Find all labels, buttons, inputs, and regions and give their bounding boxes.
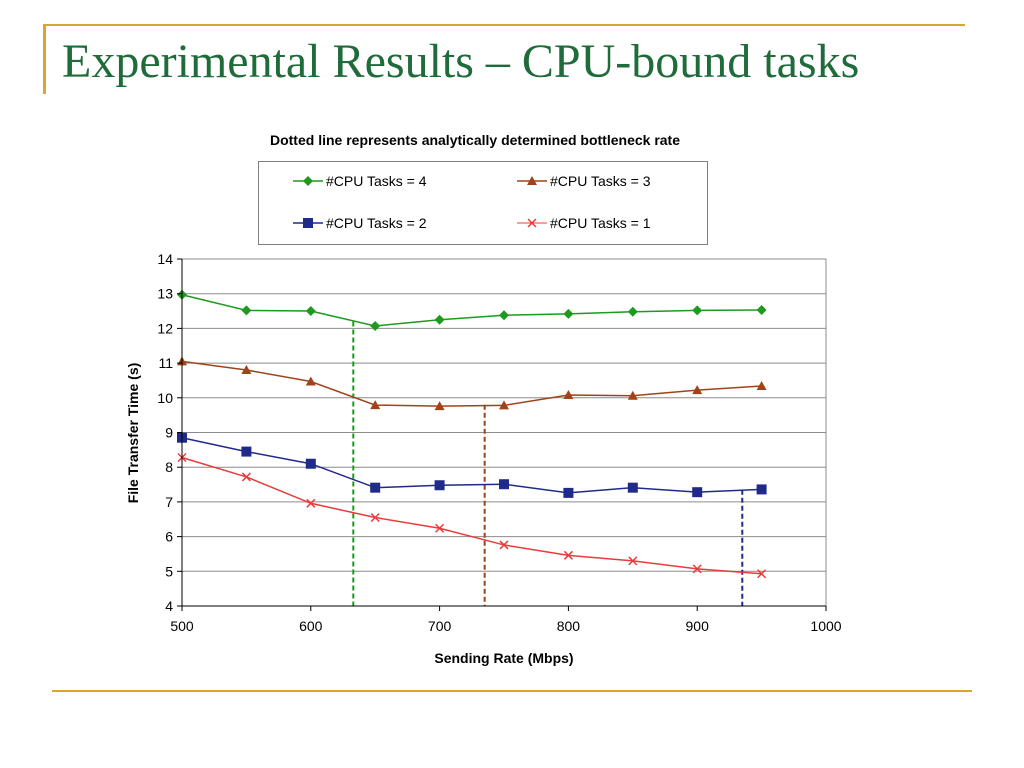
grid-lines bbox=[181, 258, 827, 607]
data-point-stroke bbox=[628, 556, 638, 566]
data-point bbox=[692, 305, 703, 316]
data-point bbox=[563, 308, 574, 319]
series-line bbox=[181, 294, 762, 327]
series-x bbox=[177, 452, 767, 579]
data-point bbox=[692, 385, 703, 395]
y-tick-label: 10 bbox=[157, 390, 173, 406]
series-diamond bbox=[177, 289, 767, 331]
y-axis-label: File Transfer Time (s) bbox=[125, 363, 141, 504]
chart-title: Dotted line represents analytically dete… bbox=[270, 132, 680, 148]
bottom-rule bbox=[52, 690, 972, 692]
data-point bbox=[370, 482, 381, 493]
data-point bbox=[756, 381, 767, 391]
legend-label: #CPU Tasks = 1 bbox=[550, 215, 651, 231]
data-point bbox=[435, 523, 445, 533]
series-triangle bbox=[177, 356, 767, 411]
legend-label: #CPU Tasks = 2 bbox=[326, 215, 427, 231]
data-point bbox=[241, 446, 252, 457]
x-tick-label: 700 bbox=[428, 618, 452, 634]
series-line bbox=[181, 360, 762, 407]
series-square bbox=[177, 432, 767, 498]
legend-marker-x-icon bbox=[517, 218, 547, 228]
data-point bbox=[627, 390, 638, 400]
legend-marker-square-icon bbox=[293, 218, 323, 228]
legend-marker-triangle-icon bbox=[517, 176, 547, 185]
x-tick-label: 1000 bbox=[810, 618, 841, 634]
axes: 4 5 6 7 8 9 10 11 12 13 14 500 600 700 800 900 1000 bbox=[157, 251, 841, 634]
data-point bbox=[499, 540, 509, 550]
data-point bbox=[499, 310, 509, 321]
y-tick-label: 12 bbox=[157, 320, 173, 336]
data-point bbox=[627, 306, 638, 317]
data-point bbox=[370, 512, 380, 523]
data-point bbox=[305, 458, 316, 469]
legend-label: #CPU Tasks = 4 bbox=[326, 173, 427, 189]
data-point bbox=[305, 376, 316, 386]
data-point-stroke bbox=[563, 550, 573, 560]
legend-item-cpu2: #CPU Tasks = 2 bbox=[293, 215, 427, 231]
data-point bbox=[370, 400, 381, 410]
data-point bbox=[370, 320, 381, 331]
series-line bbox=[181, 436, 762, 494]
y-tick-label: 9 bbox=[165, 425, 173, 441]
x-tick-label: 500 bbox=[170, 618, 194, 634]
slide-title: Experimental Results – CPU-bound tasks bbox=[62, 35, 860, 88]
y-tick-label: 6 bbox=[165, 529, 173, 545]
title-accent-bar bbox=[43, 24, 46, 94]
top-rule bbox=[43, 24, 965, 26]
data-point bbox=[757, 569, 767, 579]
x-axis-label: Sending Rate (Mbps) bbox=[434, 650, 573, 666]
y-tick-label: 13 bbox=[157, 286, 173, 302]
x-tick-label: 800 bbox=[557, 618, 581, 634]
data-point bbox=[499, 479, 509, 490]
data-point-stroke bbox=[370, 512, 380, 523]
data-point bbox=[241, 365, 252, 375]
data-point bbox=[692, 487, 703, 498]
data-point-stroke bbox=[241, 472, 251, 482]
y-tick-label: 14 bbox=[157, 251, 173, 267]
data-point-stroke bbox=[306, 498, 316, 508]
data-point bbox=[241, 472, 251, 482]
legend-item-cpu3: #CPU Tasks = 3 bbox=[517, 173, 651, 189]
data-point bbox=[628, 556, 638, 566]
y-tick-label: 5 bbox=[165, 563, 173, 579]
data-point bbox=[563, 487, 574, 498]
y-tick-label: 4 bbox=[165, 598, 173, 614]
legend-item-cpu4: #CPU Tasks = 4 bbox=[293, 173, 427, 189]
data-point bbox=[563, 390, 574, 400]
data-point-stroke bbox=[435, 523, 445, 533]
data-point bbox=[434, 401, 445, 411]
legend-marker-diamond-icon bbox=[293, 176, 323, 186]
legend-label: #CPU Tasks = 3 bbox=[550, 173, 651, 189]
data-point bbox=[563, 550, 573, 560]
legend: #CPU Tasks = 4 #CPU Tasks = 3 #CPU Tasks… bbox=[258, 161, 708, 245]
data-point bbox=[499, 400, 509, 410]
data-point bbox=[434, 480, 445, 491]
data-point-stroke bbox=[692, 564, 702, 574]
bottleneck-lines bbox=[352, 321, 744, 606]
series-group bbox=[177, 289, 767, 579]
data-point bbox=[756, 484, 767, 495]
data-point bbox=[434, 314, 445, 325]
data-point bbox=[627, 482, 638, 493]
data-point bbox=[241, 305, 252, 316]
y-tick-label: 7 bbox=[165, 494, 173, 510]
y-tick-label: 8 bbox=[165, 459, 173, 475]
data-point-stroke bbox=[757, 569, 767, 579]
series-line bbox=[181, 456, 762, 575]
data-point-stroke bbox=[499, 540, 509, 550]
data-point bbox=[305, 306, 316, 317]
x-tick-label: 900 bbox=[686, 618, 710, 634]
data-point bbox=[692, 564, 702, 574]
x-tick-label: 600 bbox=[299, 618, 323, 634]
data-point bbox=[306, 498, 316, 508]
legend-item-cpu1: #CPU Tasks = 1 bbox=[517, 215, 651, 231]
y-tick-label: 11 bbox=[158, 355, 173, 371]
data-point bbox=[756, 305, 767, 316]
